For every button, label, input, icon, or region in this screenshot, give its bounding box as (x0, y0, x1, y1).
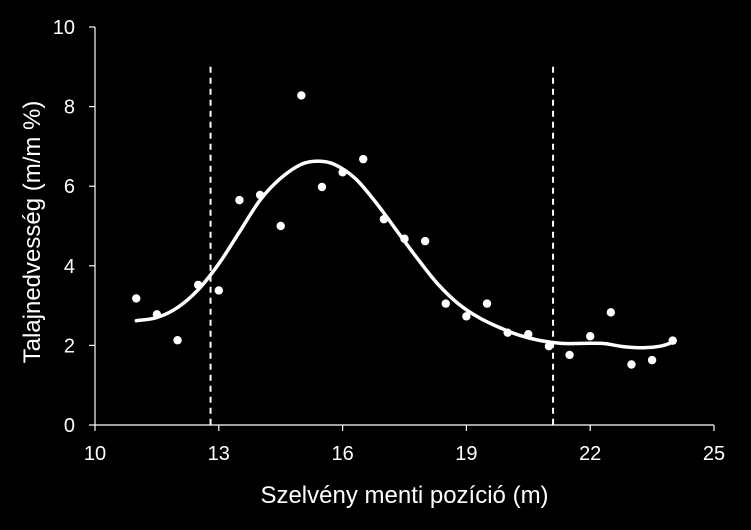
data-point (297, 91, 306, 100)
data-points (132, 91, 677, 369)
data-point (132, 294, 141, 303)
y-axis-title: Talajnedvesség (m/m %) (19, 101, 46, 364)
y-tick-label: 8 (64, 97, 75, 119)
trend-curve (134, 159, 675, 350)
x-tick-label: 16 (331, 443, 353, 465)
data-point (214, 286, 223, 295)
data-point (255, 190, 265, 200)
data-point (235, 195, 244, 205)
axes (94, 27, 714, 426)
x-axis-title: Szelvény menti pozíció (m) (260, 482, 548, 509)
data-point (524, 330, 533, 339)
data-point (565, 350, 574, 360)
x-tick-label: 10 (84, 443, 106, 465)
data-point (462, 312, 471, 321)
data-point (173, 336, 182, 345)
y-tick-label: 6 (64, 176, 75, 198)
data-point (193, 280, 203, 290)
data-point (276, 221, 285, 231)
data-point (586, 332, 595, 341)
data-point (338, 168, 347, 177)
data-point (317, 182, 327, 192)
data-point (420, 236, 430, 246)
trend-curve-group (134, 159, 675, 350)
x-tick-label: 19 (455, 443, 477, 465)
data-point (379, 215, 389, 224)
data-point (627, 360, 636, 369)
y-tick-label: 0 (64, 415, 75, 437)
tick-labels: 10 13 16 19 22 25 0 2 4 6 8 10 (53, 17, 725, 465)
data-point (359, 154, 368, 164)
data-point (668, 336, 677, 345)
x-tick-label: 22 (579, 443, 601, 465)
reference-lines (209, 66, 555, 425)
data-point (482, 299, 492, 308)
data-point (606, 308, 616, 317)
x-tick-label: 25 (703, 443, 725, 465)
y-tick-label: 4 (64, 256, 75, 278)
tick-marks (89, 26, 715, 431)
data-point (544, 341, 554, 351)
data-point (400, 234, 409, 243)
y-tick-label: 2 (64, 335, 75, 357)
data-point (647, 355, 657, 365)
x-tick-label: 13 (208, 443, 230, 465)
y-tick-label: 10 (53, 17, 75, 39)
data-point (152, 310, 162, 319)
data-point (441, 299, 450, 308)
data-point (503, 328, 512, 337)
